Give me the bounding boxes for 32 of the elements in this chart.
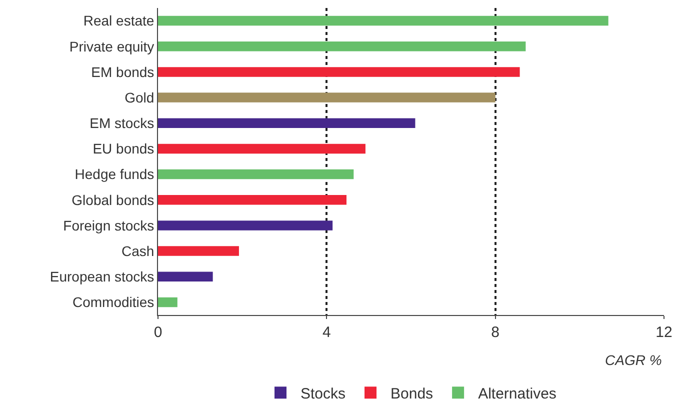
bar	[158, 67, 520, 77]
bar	[158, 42, 526, 52]
bar	[158, 272, 213, 282]
bar	[158, 195, 346, 205]
y-tick-label: EU bonds	[92, 140, 154, 157]
bar	[158, 144, 366, 154]
y-tick-label: Commodities	[72, 294, 154, 310]
y-tick-label: EM stocks	[90, 115, 154, 132]
bar	[158, 297, 178, 308]
x-tick-label: 8	[491, 324, 500, 341]
legend-label: Alternatives	[478, 386, 556, 402]
x-tick-label: 0	[154, 324, 162, 341]
y-tick-label: Private equity	[69, 38, 154, 54]
legend-label: Bonds	[390, 386, 434, 402]
bar	[158, 118, 416, 128]
x-axis-title: CAGR %	[605, 352, 662, 368]
bar	[158, 169, 354, 180]
x-tick-label: 12	[656, 324, 672, 341]
bar	[158, 220, 333, 230]
y-tick-label: Real estate	[83, 12, 154, 29]
bar	[158, 16, 608, 26]
y-tick-label: Hedge funds	[74, 166, 154, 182]
y-tick-label: EM bonds	[91, 64, 154, 80]
y-tick-label: European stocks	[50, 268, 154, 285]
y-tick-label: Foreign stocks	[63, 217, 154, 234]
legend-label: Stocks	[300, 386, 346, 402]
y-tick-label: Cash	[122, 242, 154, 259]
x-tick-label: 4	[322, 324, 331, 341]
bar	[158, 246, 239, 256]
y-tick-label: Gold	[124, 89, 154, 106]
y-tick-label: Global bonds	[72, 192, 154, 208]
bar	[158, 92, 496, 102]
